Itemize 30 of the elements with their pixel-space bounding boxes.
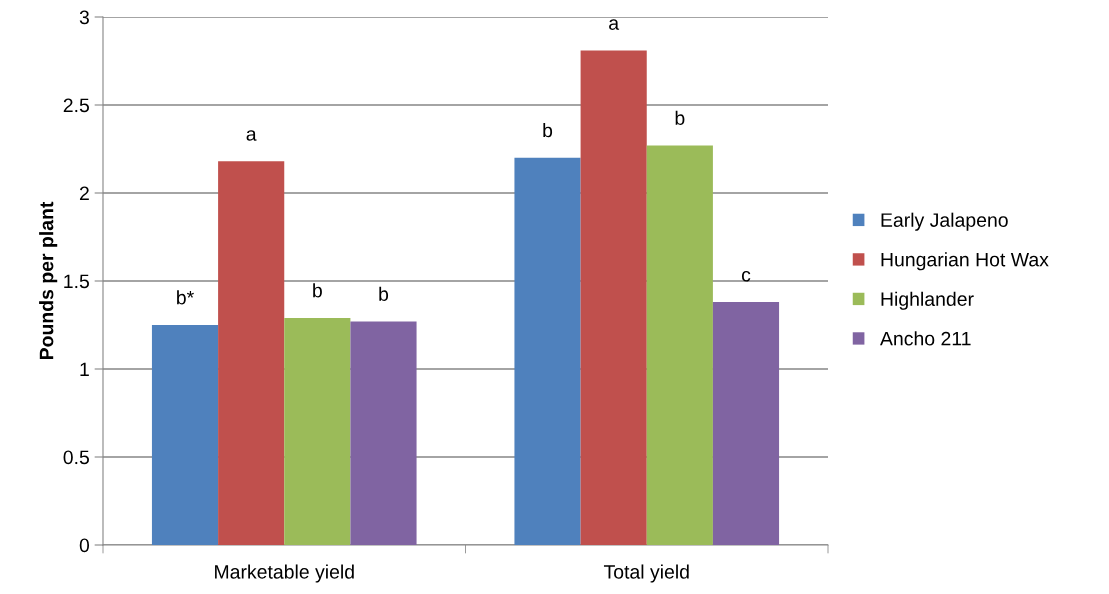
legend-label: Ancho 211	[880, 331, 971, 346]
legend-label: Early Jalapeno	[881, 212, 1008, 231]
bar	[151, 325, 219, 545]
bar	[580, 50, 647, 545]
bar	[350, 321, 417, 545]
data-label: b	[313, 283, 322, 298]
data-label: c	[741, 270, 751, 282]
bar	[284, 317, 351, 545]
data-label: b	[379, 286, 389, 301]
bar	[218, 161, 285, 545]
y-tick-label: 1	[80, 362, 89, 377]
bar	[646, 145, 713, 545]
y-tick-label: 2	[79, 186, 89, 201]
data-label: a	[246, 130, 257, 141]
bar	[514, 157, 581, 545]
bar	[712, 302, 780, 545]
legend-label: Hungarian Hot Wax	[881, 252, 1049, 271]
data-label: b	[543, 123, 553, 138]
data-label: a	[609, 19, 620, 30]
y-tick-label: 0.5	[63, 450, 89, 465]
y-tick-label: 2.5	[63, 98, 89, 113]
data-label: b	[675, 110, 685, 125]
y-tick-label: 1.5	[64, 274, 89, 289]
y-tick-label: 3	[79, 10, 89, 25]
data-label: b*	[177, 290, 194, 305]
x-tick-label: Total yield	[603, 564, 689, 583]
legend-label: Highlander	[881, 291, 974, 310]
x-tick-label: Marketable yield	[215, 564, 354, 583]
y-tick-label: 0	[79, 538, 90, 553]
y-axis-title: Pounds per plant	[39, 201, 58, 360]
